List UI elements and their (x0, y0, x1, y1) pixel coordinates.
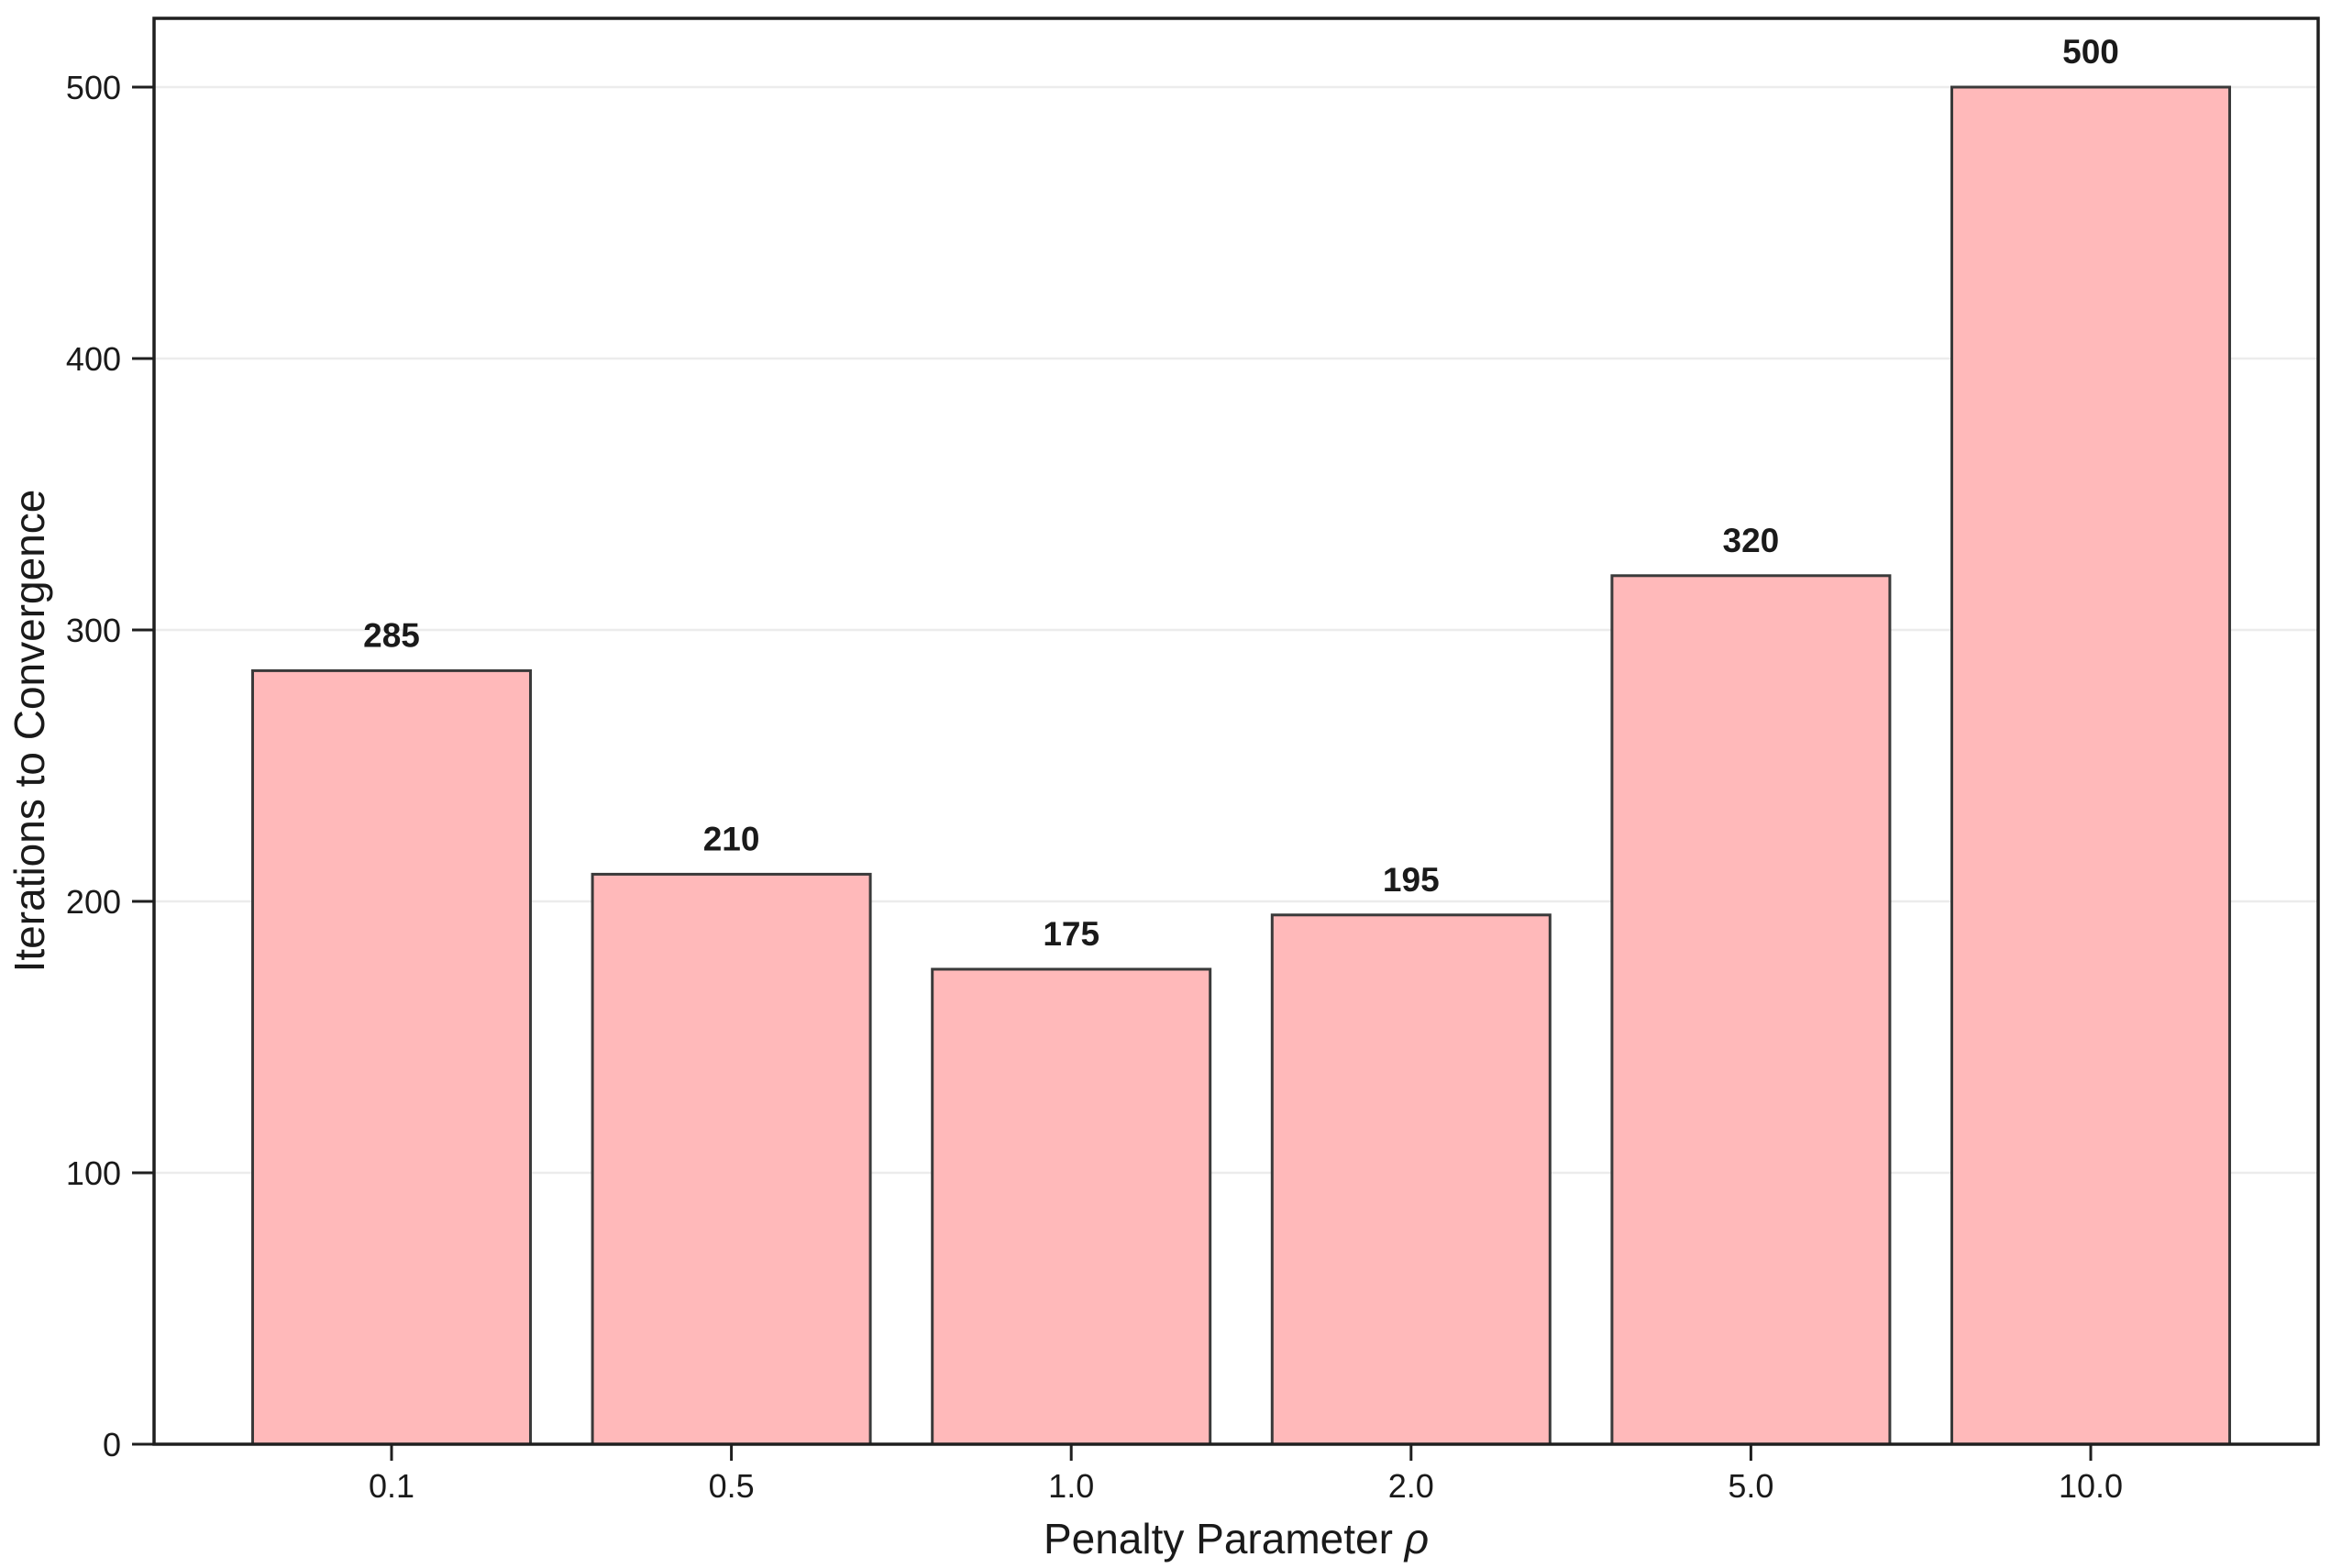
bar-value-label: 500 (2062, 33, 2119, 71)
x-tick-label: 0.1 (369, 1467, 414, 1505)
y-tick-label: 300 (66, 612, 121, 649)
y-tick-label: 400 (66, 340, 121, 378)
bar (1270, 913, 1552, 1446)
bar-value-label: 285 (363, 616, 420, 654)
bar (591, 872, 872, 1446)
y-tick-label: 200 (66, 883, 121, 921)
y-tick-label: 0 (103, 1426, 121, 1463)
x-tick-label: 5.0 (1728, 1467, 1773, 1505)
x-tick-label: 1.0 (1048, 1467, 1094, 1505)
x-tick-label: 2.0 (1388, 1467, 1434, 1505)
x-tick-label: 10.0 (2059, 1467, 2123, 1505)
x-axis-title-text: Penalty Parameter (1044, 1515, 1405, 1562)
bar (1610, 574, 1892, 1446)
plot-frame (152, 17, 2320, 1446)
bar-value-label: 210 (703, 820, 760, 857)
bar (1950, 85, 2231, 1446)
x-tick-label: 0.5 (709, 1467, 755, 1505)
x-axis-title-rho-symbol: ρ (1403, 1515, 1429, 1562)
bar (251, 668, 532, 1446)
y-axis-title: Iterations to Convergence (6, 490, 53, 973)
bar-value-label: 175 (1043, 915, 1099, 953)
bar-value-label: 320 (1723, 522, 1780, 559)
bar-value-label: 195 (1383, 861, 1440, 899)
y-tick-label: 500 (66, 69, 121, 106)
y-tick-label: 100 (66, 1154, 121, 1192)
bar (931, 967, 1212, 1446)
x-axis-title: Penalty Parameter ρ (1044, 1515, 1429, 1562)
